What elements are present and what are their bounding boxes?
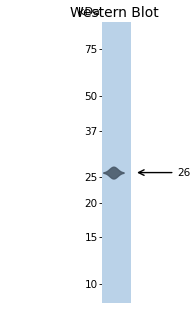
Text: kDa: kDa — [78, 7, 100, 17]
Bar — [102, 22, 131, 303]
Text: 26kDa: 26kDa — [177, 167, 190, 178]
Title: Western Blot: Western Blot — [70, 6, 158, 20]
